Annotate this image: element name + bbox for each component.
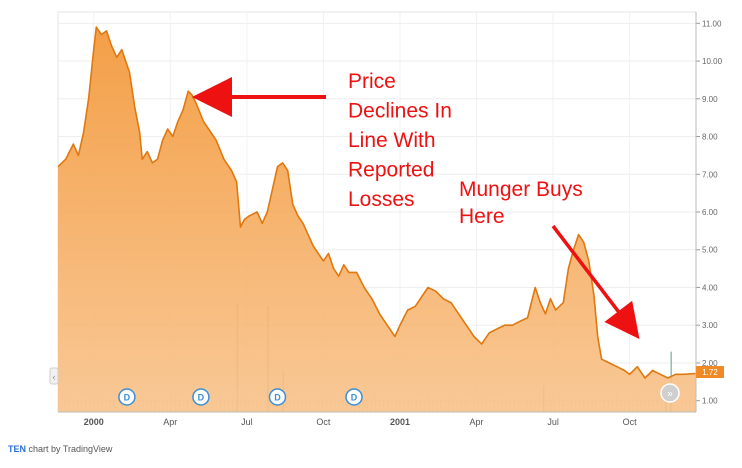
price-area: [57, 26, 697, 412]
double-chevron-right-icon: »: [667, 389, 673, 400]
footer-text: chart by TradingView: [26, 444, 113, 454]
dividend-marker[interactable]: [268, 388, 287, 406]
annotation-price-declines: Losses: [348, 188, 415, 211]
x-tick-label: Jul: [241, 417, 253, 427]
y-tick-label: 9.00: [702, 95, 718, 104]
y-tick-label: 6.00: [702, 208, 718, 217]
y-tick-label: 10.00: [702, 57, 723, 66]
dividend-marker-label: D: [351, 393, 358, 403]
y-tick-label: 3.00: [702, 321, 718, 330]
collapse-handle[interactable]: [49, 367, 59, 385]
last-price-badge: [696, 366, 724, 378]
y-tick-label: 7.00: [702, 170, 718, 179]
x-tick-label: Oct: [623, 417, 638, 427]
x-tick-label: Apr: [470, 417, 484, 427]
x-tick-label: 2001: [390, 417, 410, 427]
annotation-arrow-down: [551, 224, 640, 340]
x-tick-label: Oct: [316, 417, 331, 427]
annotation-price-declines: Declines In: [348, 100, 452, 123]
annotation-price-declines: Price: [348, 70, 396, 93]
dividend-marker[interactable]: [118, 388, 136, 406]
y-tick-label: 2.00: [702, 359, 718, 368]
x-tick-label: Jul: [547, 417, 559, 427]
y-tick-label: 1.00: [702, 397, 718, 406]
dividend-marker-label: D: [198, 393, 205, 403]
annotation-munger-buys: Munger Buys: [459, 178, 583, 201]
dividend-marker-label: D: [124, 393, 131, 403]
dividend-marker-label: D: [274, 393, 281, 403]
price-line: [57, 26, 697, 379]
chevron-left-icon: ‹: [53, 372, 56, 382]
last-price-label: 1.72: [702, 368, 718, 377]
y-tick-label: 11.00: [702, 19, 722, 28]
ticker-link[interactable]: TEN: [8, 444, 26, 454]
axes: 1.00 2.00 3.00 4.00 5.00 6.00 7.00 8.00 9.00 10.0…: [58, 12, 723, 427]
y-tick-label: 5.00: [702, 246, 718, 255]
y-tick-label: 4.00: [702, 283, 718, 292]
annotations: Price Declines In Line With Reported Losses M…: [192, 70, 640, 340]
x-tick-label: Apr: [163, 417, 177, 427]
dividend-marker[interactable]: [345, 388, 363, 406]
y-tick-label: 8.00: [702, 133, 718, 142]
price-area-fill: [58, 27, 696, 412]
scroll-forward-button[interactable]: [660, 383, 680, 403]
chart-footer: TEN chart by TradingView: [8, 444, 112, 454]
dividend-marker[interactable]: [192, 388, 210, 406]
annotation-price-declines: Line With: [348, 129, 436, 152]
annotation-price-declines: Reported: [348, 159, 434, 182]
annotation-munger-buys: Here: [459, 205, 505, 228]
x-tick-label: 2000: [84, 417, 104, 427]
